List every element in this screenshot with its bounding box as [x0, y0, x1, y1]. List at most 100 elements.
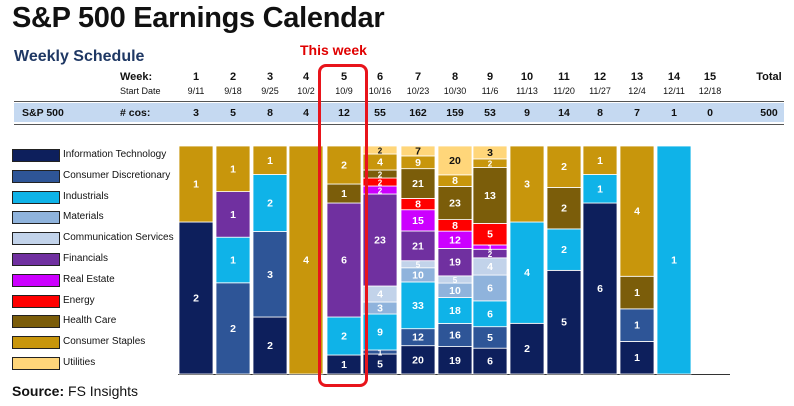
legend-item-consumer-discretionary: Consumer Discretionary	[12, 168, 212, 185]
bar-segment-week7-utilities	[400, 145, 436, 157]
company-count-4: 4	[303, 107, 309, 119]
legend-label: Energy	[63, 294, 95, 306]
data-label-week8-industrials: 18	[449, 305, 461, 317]
data-label-week3-consumer-staples: 1	[267, 155, 273, 167]
data-label-week4-consumer-staples: 4	[303, 255, 309, 267]
bar-segment-week9-industrials	[472, 300, 508, 328]
data-label-week8-real-estate: 12	[449, 234, 461, 246]
week-number-6: 6	[376, 71, 384, 83]
bar-segment-week9-materials	[472, 274, 508, 302]
start-date-8: 10/30	[443, 86, 467, 96]
start-date-3: 9/25	[261, 86, 279, 96]
legend-item-financials: Financials	[12, 251, 212, 268]
start-date-7: 10/23	[406, 86, 430, 96]
data-label-week11-consumer-staples: 2	[561, 161, 567, 173]
data-label-week7-materials: 10	[412, 269, 424, 281]
week-number-13: 13	[630, 71, 644, 83]
data-label-week6-communication-services: 4	[377, 289, 383, 301]
bar-segment-week8-financials	[437, 248, 473, 277]
company-count-14: 1	[671, 107, 677, 119]
data-label-week9-real-estate: 1	[488, 244, 493, 253]
start-date-5: 10/9	[335, 86, 353, 96]
data-label-week3-consumer-discretionary: 3	[267, 269, 273, 281]
data-label-week6-information-technology: 5	[377, 359, 383, 371]
week-number-12: 12	[593, 71, 607, 83]
bar-segment-week1-information-technology	[178, 221, 214, 375]
bar-segment-week6-industrials	[362, 313, 398, 351]
start-date-2: 9/18	[224, 86, 242, 96]
data-label-week14-industrials: 1	[671, 255, 677, 267]
bar-segment-week10-industrials	[509, 221, 545, 324]
start-date-6: 10/16	[368, 86, 392, 96]
data-label-week7-financials: 21	[412, 240, 424, 252]
bar-segment-week2-financials	[215, 191, 251, 238]
bar-segment-week10-consumer-staples	[509, 145, 545, 223]
bar-segment-week6-financials	[362, 193, 398, 287]
company-count-8: 159	[446, 107, 464, 119]
data-label-week11-industrials: 2	[561, 244, 567, 256]
bar-segment-week8-health-care	[437, 186, 473, 220]
data-label-week7-industrials: 33	[412, 300, 424, 312]
data-label-week13-consumer-discretionary: 1	[634, 320, 640, 332]
bar-segment-week4-consumer-staples	[288, 145, 324, 375]
data-label-week12-consumer-staples: 1	[597, 155, 603, 167]
data-label-week10-consumer-staples: 3	[524, 179, 530, 191]
week-number-1: 1	[192, 71, 200, 83]
header-divider	[14, 101, 784, 102]
data-label-week7-health-care: 21	[412, 178, 424, 190]
start-date-1: 9/11	[187, 86, 205, 96]
bar-segment-week8-industrials	[437, 297, 473, 324]
company-count-11: 14	[558, 107, 570, 119]
bar-segment-week2-consumer-discretionary	[215, 282, 251, 375]
bar-segment-week7-health-care	[400, 168, 436, 199]
data-label-week9-energy: 5	[487, 229, 493, 241]
data-label-week7-energy: 8	[415, 199, 421, 211]
bar-segment-week5-financials	[326, 202, 362, 318]
data-label-week6-materials: 3	[377, 303, 383, 315]
bar-segment-week13-consumer-staples	[619, 145, 655, 277]
chart-subtitle: Weekly Schedule	[14, 48, 145, 65]
start-date-13: 12/4	[628, 86, 646, 96]
company-count-13: 7	[634, 107, 640, 119]
data-label-week8-energy: 8	[452, 220, 458, 232]
data-label-week8-consumer-staples: 8	[452, 175, 458, 187]
company-count-5: 12	[338, 107, 350, 119]
week-number-9: 9	[486, 71, 494, 83]
data-label-week9-consumer-staples: 2	[488, 160, 493, 169]
data-label-week2-financials: 1	[230, 209, 236, 221]
legend-swatch	[12, 315, 60, 329]
company-count-7: 162	[409, 107, 427, 119]
data-label-week11-health-care: 2	[561, 203, 567, 215]
company-count-12: 8	[597, 107, 603, 119]
data-label-week8-consumer-discretionary: 16	[449, 330, 461, 342]
legend-swatch	[12, 211, 60, 225]
bar-segment-week2-consumer-staples	[215, 145, 251, 192]
bar-segment-week12-consumer-staples	[582, 145, 618, 175]
data-label-week5-information-technology: 1	[341, 359, 347, 371]
week-number-11: 11	[558, 71, 570, 83]
legend-swatch	[12, 169, 60, 183]
data-label-week1-consumer-staples: 1	[193, 179, 199, 191]
bar-segment-week2-industrials	[215, 236, 251, 284]
data-label-week5-health-care: 1	[341, 188, 347, 200]
week-label: Week:	[120, 71, 153, 83]
legend-swatch	[12, 232, 60, 246]
bar-segment-week12-industrials	[582, 174, 618, 204]
legend-item-communication-services: Communication Services	[12, 230, 212, 247]
data-label-week9-materials: 6	[487, 282, 493, 294]
data-label-week6-financials: 23	[374, 235, 386, 247]
data-label-week7-utilities: 7	[415, 145, 421, 157]
data-label-week6-utilities: 2	[378, 147, 383, 156]
start-date-10: 11/13	[516, 86, 538, 96]
data-label-week9-utilities: 3	[487, 147, 493, 159]
bar-segment-week8-information-technology	[437, 346, 473, 375]
source-label: Source:	[12, 383, 65, 399]
start-date-9: 11/6	[481, 86, 499, 96]
legend-swatch	[12, 357, 60, 370]
legend-item-health-care: Health Care	[12, 313, 212, 330]
legend-item-industrials: Industrials	[12, 189, 212, 206]
bar-segment-week11-consumer-staples	[546, 145, 582, 188]
week-number-14: 14	[667, 71, 681, 83]
data-label-week2-industrials: 1	[230, 255, 236, 267]
